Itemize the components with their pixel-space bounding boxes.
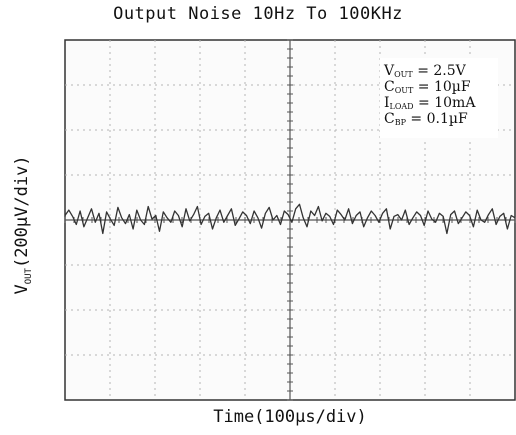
annotation-line: COUT = 10µF — [384, 79, 471, 95]
noise-trace-group — [64, 203, 516, 235]
x-axis-label: Time(100µs/div) — [213, 407, 367, 427]
annotation-background — [380, 58, 498, 138]
annotation-line: ILOAD = 10mA — [384, 95, 476, 111]
chart-title: Output Noise 10Hz To 100KHz — [113, 4, 403, 24]
noise-trace — [64, 203, 516, 235]
annotation-line: CBP = 0.1µF — [384, 111, 468, 127]
annotation-line: VOUT = 2.5V — [383, 63, 467, 79]
